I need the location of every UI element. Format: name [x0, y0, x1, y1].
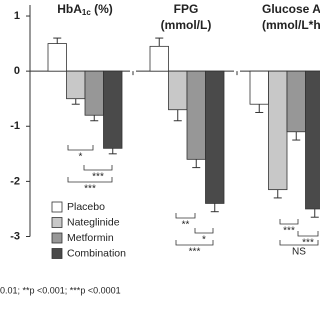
significance-bracket	[297, 231, 319, 237]
bar	[305, 70, 320, 210]
panel-title: (mmol/L)	[161, 18, 212, 32]
y-tick-label: -2	[10, 175, 20, 187]
significance-label: *	[202, 235, 206, 246]
y-tick-label: -1	[10, 120, 20, 132]
bar	[47, 43, 67, 72]
significance-bracket	[83, 165, 113, 171]
significance-bracket	[279, 219, 299, 225]
title-subscript: 1c	[82, 8, 91, 17]
panel-title: FPG	[174, 2, 199, 16]
significance-label: NS	[292, 247, 306, 258]
significance-bracket	[67, 177, 113, 183]
significance-label: **	[182, 220, 190, 231]
significance-label: ***	[302, 238, 314, 249]
title-part: HbA	[57, 2, 82, 16]
panel-title: Glucose AU	[262, 2, 320, 16]
title-part: (%)	[91, 2, 113, 16]
bar	[268, 70, 288, 191]
legend-swatch	[51, 217, 63, 228]
bar	[186, 70, 206, 160]
bar	[66, 70, 86, 100]
panel-title: (mmol/L*h	[262, 18, 320, 32]
significance-label: ***	[84, 184, 96, 195]
bar	[249, 70, 269, 105]
bar	[205, 70, 225, 204]
legend-swatch	[51, 232, 63, 244]
y-tick-label: 0	[14, 65, 20, 77]
significance-label: ***	[283, 226, 295, 237]
significance-label: *	[79, 152, 83, 163]
legend-label: Combination	[67, 247, 126, 259]
bar	[286, 70, 306, 133]
legend-label: Placebo	[67, 201, 105, 213]
significance-bracket	[175, 240, 214, 246]
significance-bracket	[175, 213, 196, 219]
legend-swatch	[51, 201, 63, 213]
significance-bracket	[194, 228, 214, 234]
y-tick-label: 1	[14, 10, 20, 22]
footnote: 0.01; **p <0.001; ***p <0.0001	[0, 285, 121, 295]
bar	[84, 70, 104, 116]
bar	[103, 70, 123, 149]
significance-bracket	[279, 240, 319, 246]
significance-label: ***	[189, 247, 201, 258]
bar	[149, 45, 169, 72]
legend-swatch	[51, 248, 63, 259]
legend-label: Metformin	[67, 232, 114, 244]
significance-bracket	[67, 145, 94, 151]
bar	[168, 70, 188, 111]
legend-label: Nateglinide	[67, 216, 120, 228]
panel-title: HbA1c (%)	[57, 2, 113, 17]
y-tick-label: -3	[10, 230, 20, 242]
significance-label: ***	[92, 172, 104, 183]
